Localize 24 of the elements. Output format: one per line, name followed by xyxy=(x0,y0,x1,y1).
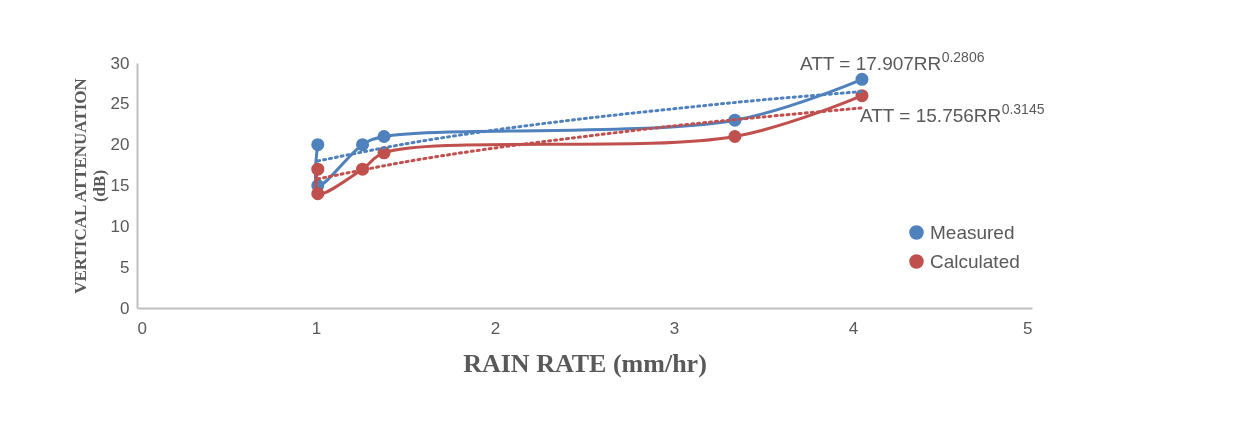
x-tick-label: 1 xyxy=(311,318,322,338)
y-tick-label: 30 xyxy=(110,53,130,73)
y-tick-label: 0 xyxy=(120,298,130,318)
point xyxy=(855,72,869,86)
y-tick-label: 15 xyxy=(110,176,130,195)
point xyxy=(311,138,325,152)
point xyxy=(377,129,391,144)
x-tick-label: 0 xyxy=(137,318,147,338)
legend-label: Calculated xyxy=(930,250,1020,272)
point xyxy=(311,187,325,201)
point xyxy=(311,162,325,176)
y-tick-label: 5 xyxy=(120,257,130,277)
legend-label: Measured xyxy=(930,221,1015,243)
x-axis-title: RAIN RATE (mm/hr) xyxy=(463,348,707,378)
x-tick-label: 3 xyxy=(669,318,680,338)
point xyxy=(728,129,742,144)
y-axis-title: VERTICAL ATTENUATION (dB) xyxy=(70,77,109,294)
y-tick-label: 25 xyxy=(110,94,130,114)
y-tick-label: 20 xyxy=(110,135,130,155)
point xyxy=(356,138,370,152)
x-tick-label: 4 xyxy=(848,318,859,338)
y-tick-label: 10 xyxy=(110,216,130,236)
x-tick-label: 5 xyxy=(1023,318,1033,338)
x-tick-label: 2 xyxy=(490,318,501,338)
